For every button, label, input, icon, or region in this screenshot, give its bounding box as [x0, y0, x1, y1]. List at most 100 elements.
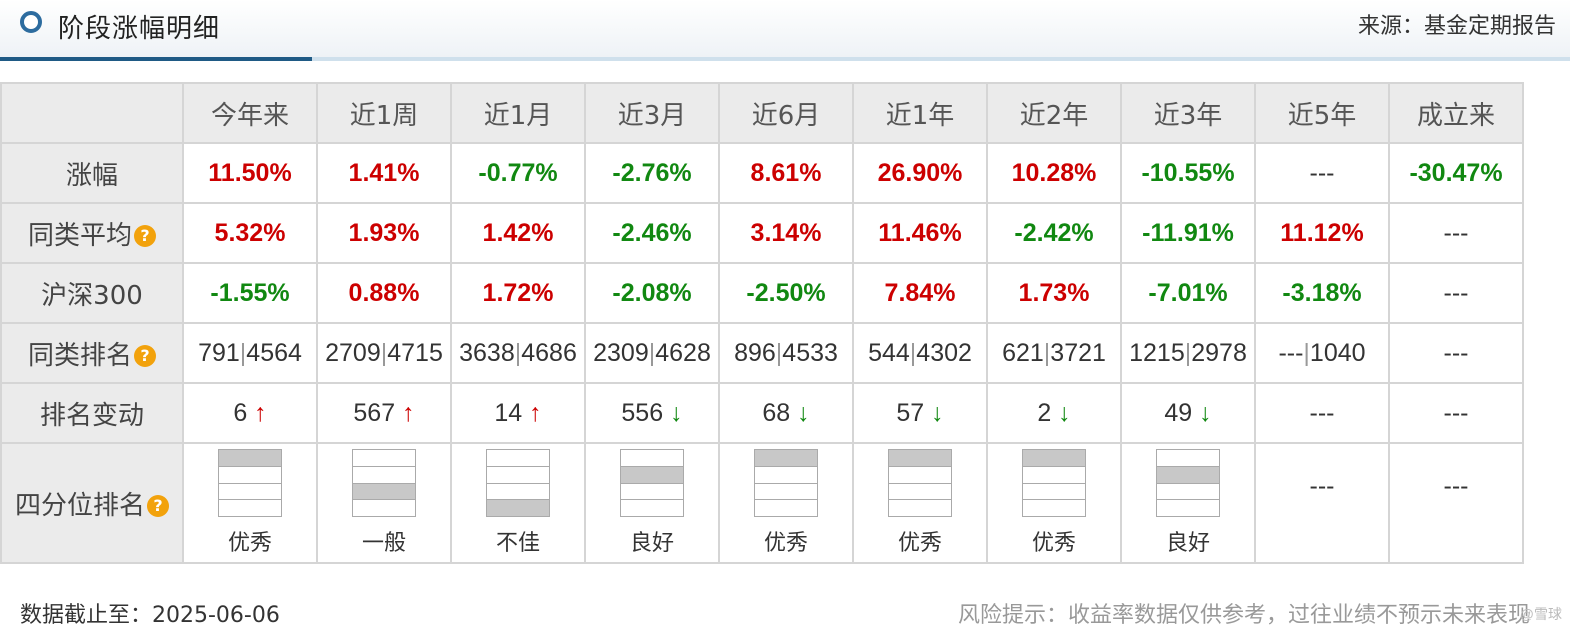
- quartile-label: 良好: [629, 531, 674, 556]
- quartile-label: 优秀: [763, 531, 808, 556]
- panel-title: 阶段涨幅明细: [58, 14, 221, 44]
- arrow-down-icon: ↓: [1051, 398, 1071, 427]
- return-value: ---: [1388, 262, 1524, 324]
- help-icon[interactable]: ?: [134, 225, 156, 247]
- arrow-up-icon: ↑: [395, 398, 415, 427]
- panel-header: 阶段涨幅明细 来源：基金定期报告: [0, 0, 1570, 58]
- row-header-quartile: 四分位排名?: [0, 442, 184, 564]
- rank-separator: |: [775, 338, 783, 367]
- rank-separator: |: [648, 338, 656, 367]
- table-row: 沪深300 -1.55% 0.88% 1.72% -2.08% -2.50% 7.84% 1.…: [0, 262, 1524, 324]
- rank-change-value: 2: [1037, 398, 1052, 427]
- quartile-segment: [1157, 483, 1219, 501]
- help-icon[interactable]: ?: [147, 495, 169, 517]
- column-header: 近5年: [1254, 82, 1390, 144]
- rank-separator: |: [1184, 338, 1192, 367]
- quartile-cell: 优秀: [986, 442, 1122, 564]
- quartile-segment: [889, 500, 951, 516]
- quartile-chart: [1156, 449, 1220, 517]
- rank-change-cell: 14 ↑: [450, 382, 586, 444]
- circle-bullet-icon: [20, 11, 42, 33]
- rank-value: 2309: [593, 338, 649, 367]
- quartile-segment: [889, 450, 951, 467]
- rank-separator: |: [1043, 338, 1051, 367]
- quartile-label: 良好: [1165, 531, 1210, 556]
- quartile-label: ---: [1443, 472, 1469, 500]
- arrow-down-icon: ↓: [790, 398, 810, 427]
- rank-value: 2709: [325, 338, 381, 367]
- column-header: 近3年: [1120, 82, 1256, 144]
- rank-change-value: 6: [233, 398, 248, 427]
- column-header: 近1年: [852, 82, 988, 144]
- rank-separator: |: [514, 338, 522, 367]
- quartile-segment: [487, 500, 549, 516]
- rank-value: 621: [1002, 338, 1044, 367]
- arrow-up-icon: ↑: [522, 398, 542, 427]
- arrow-down-icon: ↓: [1192, 398, 1212, 427]
- quartile-segment: [1157, 466, 1219, 484]
- return-value: -30.47%: [1388, 142, 1524, 204]
- quartile-segment: [1023, 500, 1085, 516]
- quartile-segment: [621, 450, 683, 467]
- rank-change-value: 68: [762, 398, 791, 427]
- rank-cell: ---|1040: [1254, 322, 1390, 384]
- quartile-segment: [219, 483, 281, 501]
- quartile-cell: 优秀: [718, 442, 854, 564]
- rank-change-cell: 567 ↑: [316, 382, 452, 444]
- return-value: 0.88%: [316, 262, 452, 324]
- return-value: -3.18%: [1254, 262, 1390, 324]
- quartile-label: 优秀: [227, 531, 272, 556]
- quartile-chart: [486, 449, 550, 517]
- quartile-segment: [353, 483, 415, 501]
- help-icon[interactable]: ?: [134, 345, 156, 367]
- table-row: 同类排名? 791|4564 2709|4715 3638|4686 2309|4628…: [0, 322, 1524, 384]
- rank-value: 896: [734, 338, 776, 367]
- row-header-peer-avg: 同类平均?: [0, 202, 184, 264]
- return-value: 11.46%: [852, 202, 988, 264]
- quartile-segment: [219, 450, 281, 467]
- quartile-label: ---: [1309, 472, 1335, 500]
- quartile-cell: 优秀: [852, 442, 988, 564]
- row-label: 涨幅: [65, 160, 118, 191]
- arrow-down-icon: ↓: [924, 398, 944, 427]
- quartile-segment: [621, 466, 683, 484]
- quartile-segment: [889, 466, 951, 484]
- rank-cell: 621|3721: [986, 322, 1122, 384]
- rank-value: 544: [868, 338, 910, 367]
- rank-change-value: 49: [1164, 398, 1193, 427]
- risk-notice: 风险提示：收益率数据仅供参考，过往业绩不预示未来表现: [957, 603, 1530, 628]
- row-header-rank-change: 排名变动: [0, 382, 184, 444]
- column-header: 近3月: [584, 82, 720, 144]
- quartile-cell: 良好: [1120, 442, 1256, 564]
- quartile-cell: 良好: [584, 442, 720, 564]
- quartile-chart: [888, 449, 952, 517]
- rank-total: 4533: [782, 338, 838, 367]
- table-row: 四分位排名? 优秀 一般 不佳 良好 优秀 优秀 优秀 良好 --- ---: [0, 442, 1524, 564]
- return-value: -7.01%: [1120, 262, 1256, 324]
- return-value: -11.91%: [1120, 202, 1256, 264]
- rank-separator: |: [239, 338, 247, 367]
- quartile-label: 优秀: [1031, 531, 1076, 556]
- return-value: 1.93%: [316, 202, 452, 264]
- quartile-segment: [353, 500, 415, 516]
- rank-cell: 544|4302: [852, 322, 988, 384]
- rank-separator: |: [909, 338, 917, 367]
- quartile-label: 优秀: [897, 531, 942, 556]
- header-divider-accent: [0, 57, 312, 61]
- quartile-chart: [218, 449, 282, 517]
- return-value: -2.46%: [584, 202, 720, 264]
- return-value: -2.42%: [986, 202, 1122, 264]
- row-label: 沪深300: [41, 280, 143, 311]
- rank-value: ---: [1278, 338, 1304, 367]
- rank-separator: |: [1303, 338, 1310, 367]
- rank-change-cell: 49 ↓: [1120, 382, 1256, 444]
- column-header: 近1周: [316, 82, 452, 144]
- column-header: 近2年: [986, 82, 1122, 144]
- return-value: 26.90%: [852, 142, 988, 204]
- rank-change-cell: 57 ↓: [852, 382, 988, 444]
- data-source: 来源：基金定期报告: [1357, 14, 1556, 39]
- return-value: -0.77%: [450, 142, 586, 204]
- quartile-segment: [1157, 450, 1219, 467]
- quartile-segment: [621, 500, 683, 516]
- return-value: -2.08%: [584, 262, 720, 324]
